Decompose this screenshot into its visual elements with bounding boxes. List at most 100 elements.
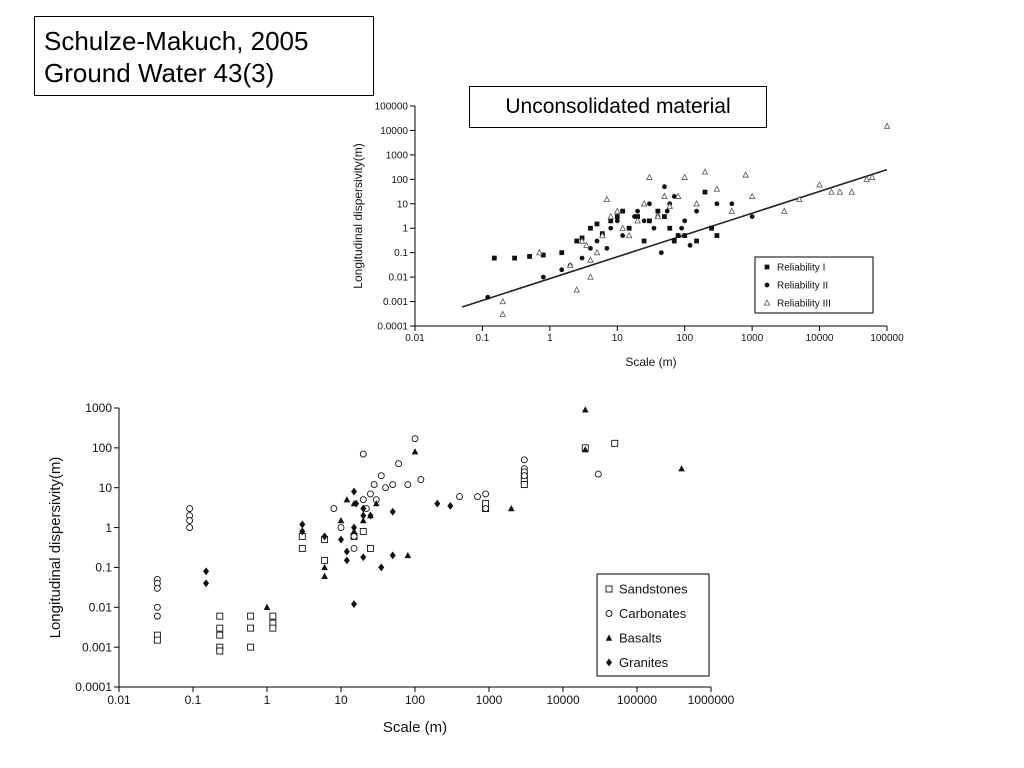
data-point-reliability-ii	[694, 208, 699, 214]
y-tick-label: 100000	[375, 102, 409, 113]
data-point-reliability-ii	[604, 245, 610, 251]
x-tick-label: 10	[334, 693, 348, 707]
data-point-granites	[351, 523, 358, 532]
data-point-sandstones	[247, 643, 255, 651]
data-point-reliability-iii	[587, 256, 594, 263]
data-point-carbonates	[474, 493, 481, 501]
data-point-carbonates	[153, 612, 161, 620]
data-point-reliability-i	[608, 218, 614, 224]
legend-marker-carbonates	[605, 610, 613, 617]
data-point-reliability-ii	[540, 274, 546, 280]
y-tick-label: 1	[105, 521, 112, 535]
data-point-basalts	[678, 465, 685, 472]
data-point-reliability-i	[714, 233, 720, 238]
data-point-granites	[351, 487, 358, 496]
data-point-reliability-ii	[749, 214, 755, 219]
data-point-sandstones	[247, 612, 255, 620]
data-point-basalts	[507, 504, 515, 512]
data-point-reliability-i	[635, 214, 640, 219]
data-point-carbonates	[350, 532, 358, 540]
data-point-reliability-ii	[671, 194, 677, 199]
data-point-reliability-iii	[693, 200, 700, 207]
y-axis-label: Longitudinal dispersivity(m)	[351, 143, 365, 288]
data-point-reliability-iii	[863, 175, 871, 182]
data-point-granites	[360, 511, 367, 520]
data-point-carbonates	[186, 524, 194, 532]
y-tick-label: 0.0001	[75, 680, 112, 694]
data-point-granites	[360, 504, 367, 513]
data-point-reliability-ii	[647, 201, 652, 207]
data-point-reliability-ii	[714, 201, 720, 207]
data-point-carbonates	[370, 481, 378, 489]
data-point-reliability-i	[491, 255, 497, 261]
data-point-sandstones	[216, 647, 224, 655]
data-point-basalts	[337, 516, 345, 524]
data-point-basalts	[321, 563, 328, 571]
x-tick-label: 1000	[741, 333, 764, 344]
x-tick-label: 100	[676, 333, 693, 344]
y-tick-label: 10	[99, 481, 113, 495]
data-point-carbonates	[520, 472, 528, 480]
data-point-carbonates	[153, 603, 161, 611]
data-point-carbonates	[337, 524, 345, 532]
data-point-reliability-i	[709, 225, 714, 231]
data-point-granites	[343, 547, 350, 556]
x-axis-label: Scale (m)	[383, 719, 447, 736]
x-tick-label: 10000	[806, 333, 834, 344]
data-point-reliability-iii	[593, 248, 601, 256]
data-point-reliability-iii	[566, 261, 574, 269]
data-point-granites	[353, 499, 360, 508]
data-point-reliability-ii	[662, 184, 667, 190]
data-point-reliability-ii	[679, 225, 685, 231]
data-point-reliability-ii	[608, 225, 614, 231]
data-point-sandstones	[520, 481, 528, 489]
x-tick-label: 0.01	[405, 333, 425, 344]
data-point-carbonates	[153, 584, 161, 592]
data-point-reliability-i	[667, 225, 673, 231]
legend-box	[754, 256, 874, 314]
data-point-reliability-iii	[536, 248, 543, 256]
y-tick-label: 0.001	[82, 640, 112, 654]
data-point-carbonates	[417, 476, 425, 484]
data-point-granites	[203, 567, 210, 576]
legend-marker-basalts	[605, 634, 613, 641]
data-point-carbonates	[382, 484, 390, 492]
data-point-reliability-ii	[658, 250, 664, 256]
data-point-granites	[360, 553, 367, 562]
data-point-reliability-iii	[599, 231, 606, 239]
citation-box: Schulze-Makuch, 2005 Ground Water 43(3)	[34, 16, 374, 96]
legend-marker-reliability-i	[764, 264, 770, 270]
data-point-basalts	[404, 551, 412, 559]
data-point-reliability-ii	[485, 294, 491, 300]
data-point-granites	[378, 563, 385, 572]
data-point-reliability-iii	[781, 207, 788, 214]
y-tick-label: 100	[92, 441, 112, 455]
data-point-reliability-ii	[682, 218, 688, 224]
x-tick-label: 1	[547, 333, 553, 344]
x-tick-label: 0.1	[185, 693, 202, 707]
data-point-reliability-i	[614, 214, 620, 219]
y-axis-label: Longitudinal dispersivity(m)	[47, 457, 64, 639]
data-point-reliability-ii	[641, 218, 647, 224]
data-point-reliability-ii	[594, 238, 600, 244]
data-point-reliability-iii	[666, 202, 674, 209]
data-point-reliability-i	[671, 238, 677, 244]
data-point-basalts	[263, 603, 271, 610]
data-point-reliability-iii	[499, 310, 507, 317]
chart-subtitle: Unconsolidated material	[469, 86, 767, 128]
data-point-reliability-iii	[634, 217, 641, 224]
data-point-sandstones	[216, 631, 224, 639]
data-point-reliability-ii	[702, 189, 708, 195]
data-point-reliability-i	[527, 254, 532, 259]
data-point-basalts	[359, 516, 367, 524]
x-tick-label: 10000	[546, 693, 580, 707]
data-point-reliability-iii	[728, 207, 736, 214]
data-point-reliability-i	[540, 252, 546, 258]
data-point-reliability-iii	[674, 192, 682, 199]
data-point-reliability-iii	[654, 212, 662, 220]
x-tick-label: 100000	[870, 333, 904, 344]
y-tick-label: 10	[397, 199, 409, 210]
data-point-reliability-i	[512, 255, 518, 261]
regression-line	[461, 168, 888, 308]
legend-label-reliability-i: Reliability I	[777, 263, 825, 274]
